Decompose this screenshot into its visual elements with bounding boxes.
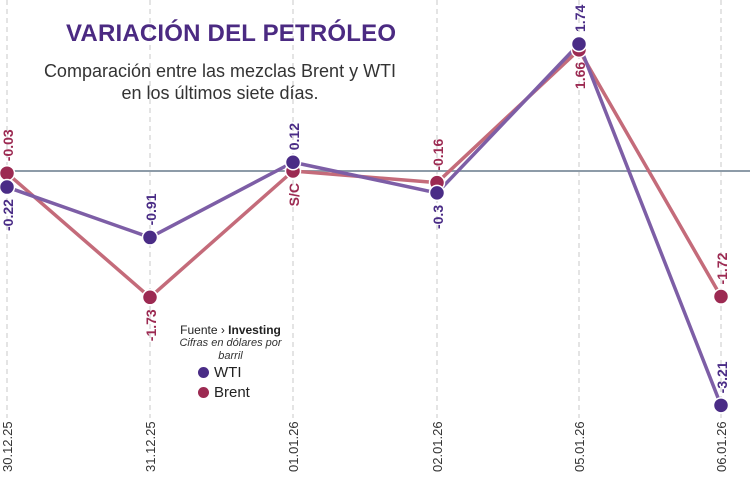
data-label-brent: -0.03 <box>0 129 16 161</box>
data-point-wti <box>570 35 588 53</box>
data-point-wti <box>141 229 159 246</box>
data-label-wti: 0.12 <box>286 123 302 150</box>
data-label-brent: -0.16 <box>430 139 446 171</box>
legend-item-wti: WTI <box>168 363 293 383</box>
data-label-wti: 1.74 <box>572 5 588 32</box>
data-label-brent: -1.72 <box>714 252 730 284</box>
x-tick-label: 05.01.26 <box>572 421 587 472</box>
data-point-brent <box>141 289 159 306</box>
data-label-brent: 1.66 <box>572 62 588 89</box>
data-label-wti: -0.3 <box>430 205 446 229</box>
units-note: Cifras en dólares por barril <box>179 337 282 362</box>
x-tick-label: 30.12.25 <box>0 421 15 472</box>
data-label-brent: -1.73 <box>143 309 159 341</box>
data-point-wti <box>428 184 446 202</box>
data-label-brent: S/C <box>286 183 302 206</box>
x-tick-label: 01.01.26 <box>286 421 301 472</box>
series-line-wti <box>6 42 723 406</box>
legend-label-wti: WTI <box>214 364 242 381</box>
data-point-wti <box>712 397 730 414</box>
source-label: Fuente <box>180 323 218 337</box>
legend-item-brent: Brent <box>168 383 293 403</box>
data-point-brent <box>712 288 730 305</box>
data-label-wti: -3.21 <box>714 361 730 393</box>
source-name: Investing <box>228 323 281 337</box>
legend-label-brent: Brent <box>214 384 250 401</box>
data-point-wti <box>284 153 302 171</box>
data-label-wti: -0.22 <box>0 199 16 231</box>
data-label-wti: -0.91 <box>143 193 159 225</box>
chart-title: VARIACIÓN DEL PETRÓLEO <box>66 20 397 47</box>
legend: Fuente › Investing Cifras en dólares por… <box>168 323 293 403</box>
x-tick-label: 02.01.26 <box>430 421 445 472</box>
x-tick-label: 06.01.26 <box>714 421 729 472</box>
legend-marker-wti <box>198 367 209 378</box>
chart-subtitle: Comparación entre las mezclas Brent y WT… <box>43 61 397 103</box>
legend-marker-brent <box>198 387 209 398</box>
data-point-wti <box>0 178 16 196</box>
source: Fuente › Investing <box>180 323 281 337</box>
data-point-brent <box>0 164 16 182</box>
x-tick-label: 31.12.25 <box>143 421 158 472</box>
